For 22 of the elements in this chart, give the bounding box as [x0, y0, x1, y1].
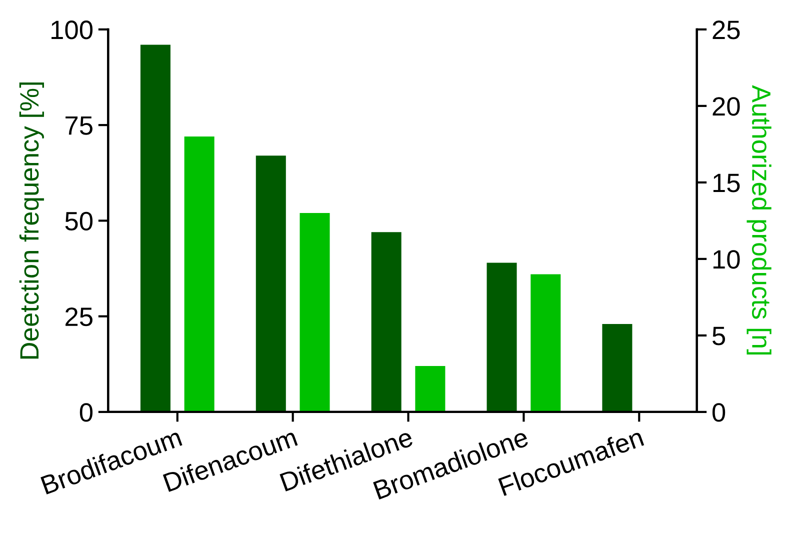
- bar: [300, 213, 330, 412]
- bar: [371, 232, 402, 412]
- y-tick-label: 50: [65, 212, 93, 231]
- bar: [530, 274, 561, 412]
- bar: [602, 324, 632, 412]
- y2-tick-label: 0: [712, 403, 726, 422]
- y-tick-label: 25: [66, 307, 92, 326]
- bar: [486, 262, 517, 412]
- y2-tick-label: 20: [712, 97, 740, 116]
- y2-tick-label: 15: [713, 174, 740, 192]
- y-axis-title: Deetction frequency [%]: [19, 82, 44, 359]
- y-tick-label: 75: [66, 116, 92, 135]
- y2-axis-title: Authorized products [n]: [746, 85, 772, 355]
- bar: [140, 44, 170, 412]
- bar: [256, 156, 286, 412]
- y2-tick-label: 5: [712, 326, 726, 346]
- y2-tick-label: 25: [712, 20, 740, 40]
- bar: [415, 366, 446, 412]
- y2-tick-label: 10: [713, 250, 740, 269]
- bar: [184, 136, 214, 412]
- y-tick-label: 0: [80, 403, 93, 422]
- y-tick-label: 100: [52, 20, 93, 40]
